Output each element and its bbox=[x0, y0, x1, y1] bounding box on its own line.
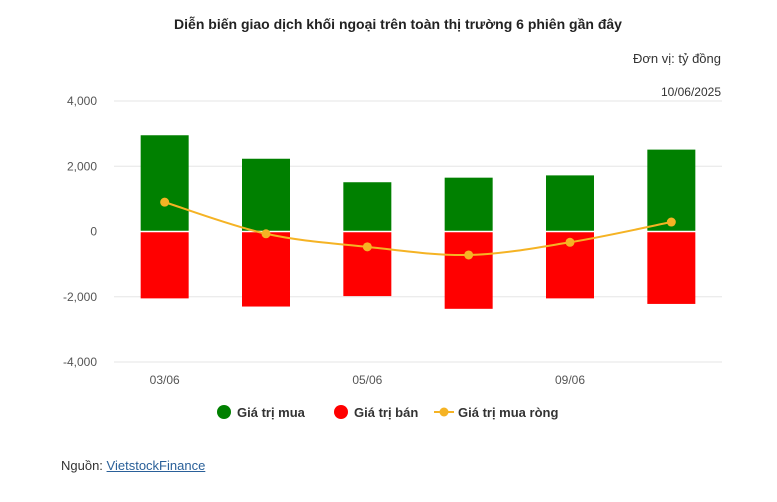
net-point[interactable] bbox=[160, 197, 170, 207]
y-axis: 4,000 2,000 0 -2,000 -4,000 bbox=[63, 94, 97, 369]
y-tick-label: 4,000 bbox=[67, 94, 97, 108]
legend-label: Giá trị mua bbox=[237, 405, 306, 420]
legend-marker bbox=[439, 407, 449, 417]
x-tick-label: 03/06 bbox=[150, 373, 180, 387]
net-point[interactable] bbox=[666, 217, 676, 227]
bar-sell[interactable] bbox=[647, 231, 696, 304]
legend-marker bbox=[217, 405, 231, 419]
net-line bbox=[160, 197, 676, 260]
chart-title: Diễn biến giao dịch khối ngoại trên toàn… bbox=[174, 16, 622, 32]
legend-marker bbox=[334, 405, 348, 419]
y-tick-label: -4,000 bbox=[63, 355, 97, 369]
source: Nguồn: VietstockFinance bbox=[61, 458, 205, 473]
bars bbox=[114, 135, 722, 309]
x-tick-label: 09/06 bbox=[555, 373, 585, 387]
unit-label: Đơn vị: tỷ đồng bbox=[633, 51, 721, 66]
legend: Giá trị mua Giá trị bán Giá trị mua ròng bbox=[217, 405, 558, 420]
y-tick-label: 2,000 bbox=[67, 159, 97, 173]
y-tick-label: -2,000 bbox=[63, 290, 97, 304]
source-label: Nguồn: bbox=[61, 458, 103, 473]
bar-sell[interactable] bbox=[242, 231, 290, 307]
y-tick-label: 0 bbox=[90, 225, 97, 239]
net-point[interactable] bbox=[362, 242, 372, 252]
net-point[interactable] bbox=[464, 250, 474, 260]
bar-sell[interactable] bbox=[140, 231, 189, 299]
net-line-path bbox=[164, 201, 672, 257]
bar-sell[interactable] bbox=[444, 231, 493, 309]
legend-label: Giá trị mua ròng bbox=[458, 405, 558, 420]
bar-buy[interactable] bbox=[444, 177, 493, 232]
bar-sell[interactable] bbox=[343, 231, 392, 297]
x-axis: 03/06 05/06 09/06 bbox=[150, 373, 586, 387]
net-point[interactable] bbox=[261, 229, 271, 239]
date-label: 10/06/2025 bbox=[661, 85, 721, 99]
legend-item[interactable]: Giá trị bán bbox=[334, 405, 418, 420]
bar-buy[interactable] bbox=[546, 175, 594, 232]
legend-item[interactable]: Giá trị mua bbox=[217, 405, 306, 420]
x-tick-label: 05/06 bbox=[352, 373, 382, 387]
bar-buy[interactable] bbox=[242, 158, 290, 232]
source-link[interactable]: VietstockFinance bbox=[106, 458, 206, 473]
bar-buy[interactable] bbox=[140, 135, 189, 232]
bar-buy[interactable] bbox=[343, 182, 392, 232]
net-point[interactable] bbox=[565, 237, 575, 247]
legend-item[interactable]: Giá trị mua ròng bbox=[434, 405, 558, 420]
legend-label: Giá trị bán bbox=[354, 405, 418, 420]
